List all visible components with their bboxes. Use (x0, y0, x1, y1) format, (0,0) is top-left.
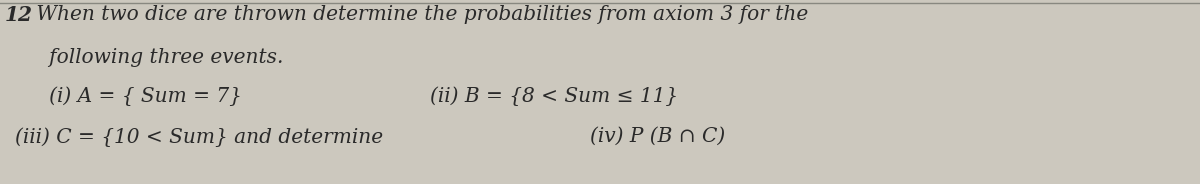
Text: (ii) B = {8 < Sum ≤ 11}: (ii) B = {8 < Sum ≤ 11} (430, 86, 678, 106)
Text: 12: 12 (5, 5, 34, 25)
Text: (iv) P (B ∩ C): (iv) P (B ∩ C) (590, 127, 725, 146)
Text: When two dice are thrown determine the probabilities from axiom 3 for the: When two dice are thrown determine the p… (30, 5, 809, 24)
Text: (iii) C = {10 < Sum} and determine: (iii) C = {10 < Sum} and determine (14, 127, 383, 147)
Text: (i) A = { Sum = 7}: (i) A = { Sum = 7} (30, 86, 242, 106)
Text: following three events.: following three events. (30, 48, 283, 67)
